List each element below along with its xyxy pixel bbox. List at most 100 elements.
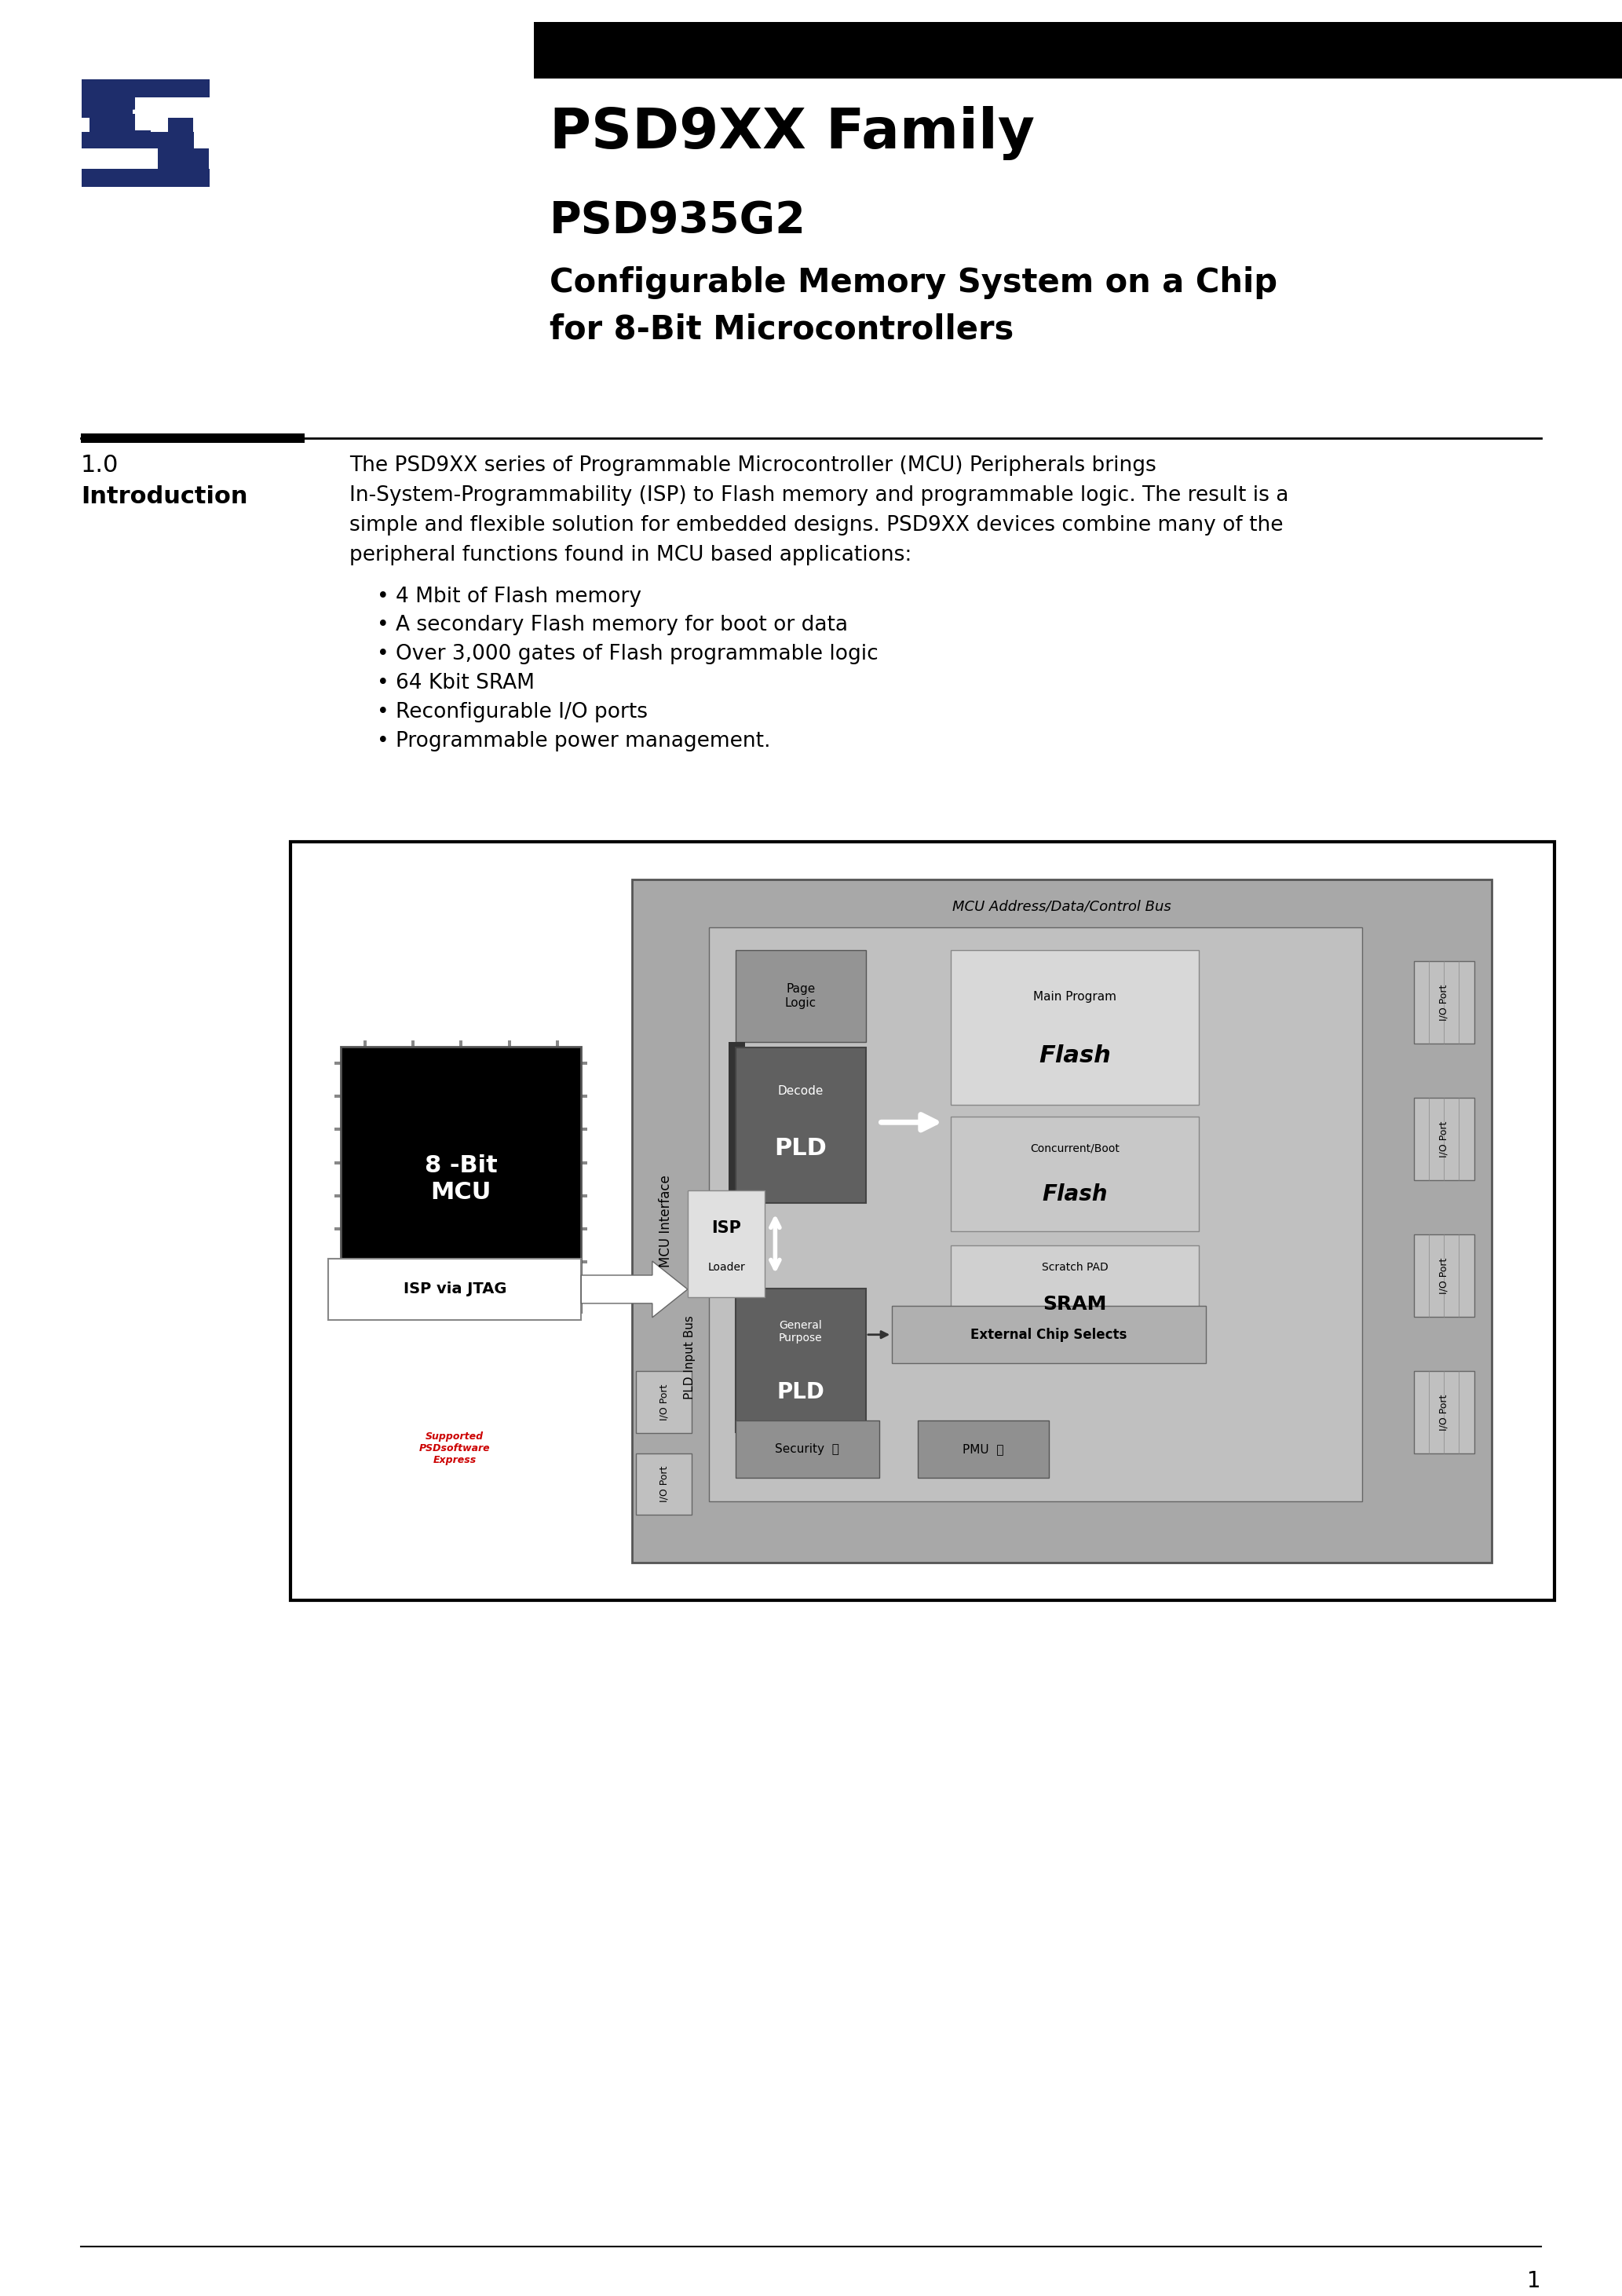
Text: • Over 3,000 gates of Flash programmable logic: • Over 3,000 gates of Flash programmable… <box>376 645 879 664</box>
Text: 8 -Bit
MCU: 8 -Bit MCU <box>425 1155 498 1203</box>
Text: PLD Input Bus: PLD Input Bus <box>683 1316 696 1401</box>
Bar <box>581 1295 587 1297</box>
Bar <box>334 1127 341 1132</box>
Text: ISP: ISP <box>712 1219 741 1235</box>
Text: PMU  🔒: PMU 🔒 <box>963 1444 1004 1456</box>
Text: for 8-Bit Microcontrollers: for 8-Bit Microcontrollers <box>550 312 1014 347</box>
Text: I/O Port: I/O Port <box>1439 1394 1448 1430</box>
Bar <box>334 1095 341 1097</box>
Text: • Reconfigurable I/O ports: • Reconfigurable I/O ports <box>376 703 647 723</box>
Bar <box>83 149 156 170</box>
Text: simple and flexible solution for embedded designs. PSD9XX devices combine many o: simple and flexible solution for embedde… <box>349 514 1283 535</box>
Bar <box>334 1194 341 1199</box>
Text: I/O Port: I/O Port <box>1439 1258 1448 1295</box>
Bar <box>83 170 209 188</box>
Bar <box>412 1040 415 1047</box>
Polygon shape <box>581 1261 688 1318</box>
Text: MCU Interface: MCU Interface <box>659 1176 673 1267</box>
Bar <box>581 1194 587 1199</box>
Bar <box>328 1258 581 1320</box>
Bar <box>735 1288 866 1433</box>
Text: PSD9XX Family: PSD9XX Family <box>550 106 1035 161</box>
Text: I/O Port: I/O Port <box>1439 1120 1448 1157</box>
Text: External Chip Selects: External Chip Selects <box>970 1327 1127 1341</box>
Bar <box>1414 1097 1474 1180</box>
Polygon shape <box>89 87 195 115</box>
Bar <box>334 1261 341 1263</box>
Bar <box>135 99 206 117</box>
Text: Security  🔒: Security 🔒 <box>775 1444 839 1456</box>
Text: Flash: Flash <box>1043 1185 1108 1205</box>
Text: Supported
PSDsoftware
Express: Supported PSDsoftware Express <box>418 1433 490 1465</box>
Text: Main Program: Main Program <box>1033 990 1116 1003</box>
Text: Page
Logic: Page Logic <box>785 983 816 1008</box>
Text: • 4 Mbit of Flash memory: • 4 Mbit of Flash memory <box>376 585 641 606</box>
Bar <box>334 1228 341 1231</box>
Text: • Programmable power management.: • Programmable power management. <box>376 730 770 751</box>
Bar <box>581 1261 587 1263</box>
Text: ISP via JTAG: ISP via JTAG <box>404 1281 506 1297</box>
Bar <box>581 1162 587 1164</box>
Text: • A secondary Flash memory for boot or data: • A secondary Flash memory for boot or d… <box>376 615 848 636</box>
Text: PSD935G2: PSD935G2 <box>550 200 806 241</box>
Bar <box>581 1127 587 1132</box>
Bar <box>363 1311 367 1318</box>
Bar <box>581 1228 587 1231</box>
Bar <box>81 434 305 443</box>
Bar <box>1414 962 1474 1042</box>
Bar <box>950 951 1199 1104</box>
Text: Flash: Flash <box>1038 1045 1111 1068</box>
Polygon shape <box>89 115 135 131</box>
Text: 1.0: 1.0 <box>81 455 118 478</box>
Bar <box>157 149 209 170</box>
Bar <box>735 951 866 1042</box>
Bar <box>688 1192 766 1297</box>
Bar <box>459 1040 462 1047</box>
Bar <box>950 1247 1199 1332</box>
Text: Scratch PAD: Scratch PAD <box>1041 1263 1108 1272</box>
Bar <box>950 1116 1199 1231</box>
Bar <box>556 1311 558 1318</box>
Text: 1: 1 <box>1528 2271 1541 2291</box>
Text: Configurable Memory System on a Chip: Configurable Memory System on a Chip <box>550 266 1278 298</box>
Text: Introduction: Introduction <box>81 484 248 507</box>
Bar <box>918 1421 1049 1479</box>
Bar <box>83 133 195 149</box>
Bar <box>412 1311 415 1318</box>
Text: Decode: Decode <box>777 1086 824 1097</box>
Bar <box>83 80 209 99</box>
Text: General
Purpose: General Purpose <box>779 1320 822 1343</box>
Bar <box>892 1306 1205 1364</box>
Text: Concurrent/Boot: Concurrent/Boot <box>1030 1143 1119 1155</box>
Bar <box>631 879 1491 1564</box>
Bar <box>735 1421 879 1479</box>
Bar <box>334 1295 341 1297</box>
Text: I/O Port: I/O Port <box>659 1384 670 1421</box>
Bar <box>83 99 133 117</box>
Bar <box>508 1040 511 1047</box>
Text: • 64 Kbit SRAM: • 64 Kbit SRAM <box>376 673 535 693</box>
Text: The PSD9XX series of Programmable Microcontroller (MCU) Peripherals brings: The PSD9XX series of Programmable Microc… <box>349 455 1156 475</box>
Bar <box>508 1311 511 1318</box>
Bar <box>363 1040 367 1047</box>
Bar <box>341 1047 581 1311</box>
Bar <box>728 1042 744 1242</box>
Bar <box>735 1047 866 1203</box>
Polygon shape <box>89 131 151 147</box>
Text: PLD: PLD <box>774 1137 827 1159</box>
Bar <box>636 1453 693 1515</box>
Text: I/O Port: I/O Port <box>1439 985 1448 1019</box>
Bar <box>334 1162 341 1164</box>
Bar <box>636 1371 693 1433</box>
Bar <box>290 840 1554 1600</box>
Text: SRAM: SRAM <box>1043 1295 1106 1313</box>
Bar <box>709 928 1362 1502</box>
Bar <box>556 1040 558 1047</box>
Bar <box>581 1095 587 1097</box>
Text: In-System-Programmability (ISP) to Flash memory and programmable logic. The resu: In-System-Programmability (ISP) to Flash… <box>349 484 1288 505</box>
Text: MCU Address/Data/Control Bus: MCU Address/Data/Control Bus <box>952 900 1171 914</box>
Text: PLD: PLD <box>777 1382 824 1403</box>
Bar <box>167 99 193 149</box>
Bar <box>1414 1371 1474 1453</box>
Bar <box>334 1061 341 1065</box>
